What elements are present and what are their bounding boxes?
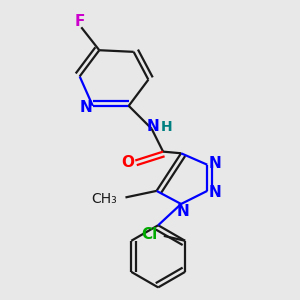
Text: Cl: Cl	[141, 227, 157, 242]
Text: N: N	[176, 204, 189, 219]
Text: N: N	[147, 118, 160, 134]
Text: N: N	[209, 185, 222, 200]
Text: CH₃: CH₃	[92, 192, 117, 206]
Text: H: H	[160, 120, 172, 134]
Text: O: O	[122, 154, 135, 169]
Text: N: N	[209, 156, 222, 171]
Text: F: F	[74, 14, 85, 29]
Text: N: N	[79, 100, 92, 115]
